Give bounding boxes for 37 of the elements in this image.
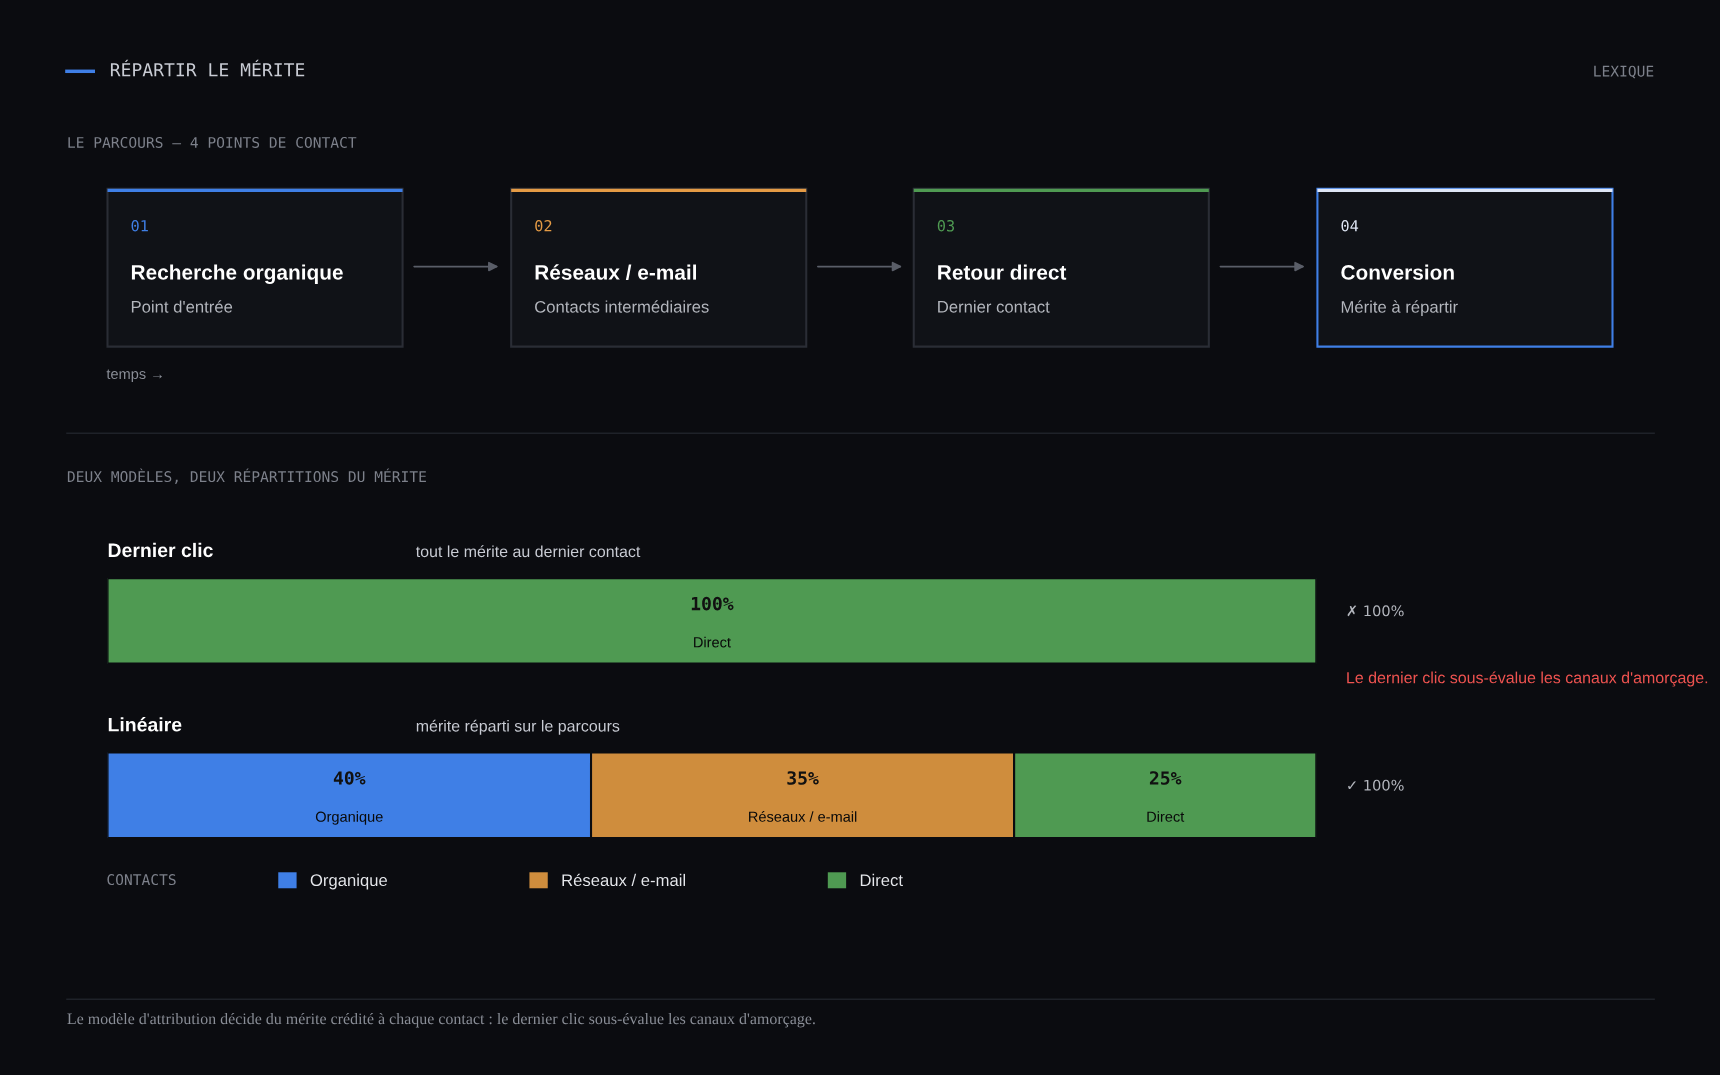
data-label: 40% — [333, 771, 366, 785]
annotation: mérite réparti sur le parcours — [416, 719, 620, 735]
text: Direct — [694, 636, 731, 648]
text: Mérite à répartir — [1341, 300, 1458, 317]
legend-title: CONTACTS — [107, 874, 176, 886]
text: ✗ 100% — [1347, 605, 1404, 617]
text: LEXIQUE — [1594, 65, 1654, 79]
legend-label: Direct — [860, 873, 903, 887]
text: Réseaux / e-mail — [535, 264, 697, 281]
text: Réseaux / e-mail — [749, 810, 857, 822]
data-label: 25% — [1149, 771, 1182, 785]
text: Recherche organique — [131, 264, 343, 284]
annotation: tout le mérite au dernier contact — [415, 545, 641, 558]
text: 02 — [535, 219, 552, 232]
text: ✓ 100% — [1348, 779, 1404, 791]
text: Le modèle d'attribution décide du mérite crédité à chaque contact : le dernier clic sous-évalue les canaux d'amorçage. — [67, 1012, 815, 1028]
text: temps → — [106, 369, 162, 382]
text: 03 — [937, 219, 955, 232]
text: Dernier contact — [938, 300, 1050, 313]
y-tick-label: Dernier clic — [108, 542, 213, 558]
data-label: 100% — [691, 596, 734, 611]
text: Le dernier clic sous-évalue les canaux d'amorçage. — [1347, 671, 1708, 687]
chart-subtitle: DEUX MODÈLES, DEUX RÉPARTITIONS DU MÉRITE — [67, 468, 426, 484]
text: Direct — [1147, 811, 1185, 822]
y-tick-label: Linéaire — [108, 717, 182, 732]
text: Retour direct — [938, 264, 1067, 280]
data-label: 35% — [787, 771, 819, 785]
text: 04 — [1341, 219, 1359, 232]
text: Conversion — [1341, 264, 1454, 280]
text: 01 — [131, 219, 148, 232]
text: Point d'entrée — [131, 300, 233, 313]
legend-label: Organique — [310, 873, 388, 890]
text: Contacts intermédiaires — [535, 300, 709, 313]
text: LE PARCOURS — 4 POINTS DE CONTACT — [68, 136, 357, 148]
text: Organique — [315, 811, 383, 825]
chart-title: RÉPARTIR LE MÉRITE — [110, 59, 305, 77]
legend-label: Réseaux / e-mail — [562, 873, 686, 887]
